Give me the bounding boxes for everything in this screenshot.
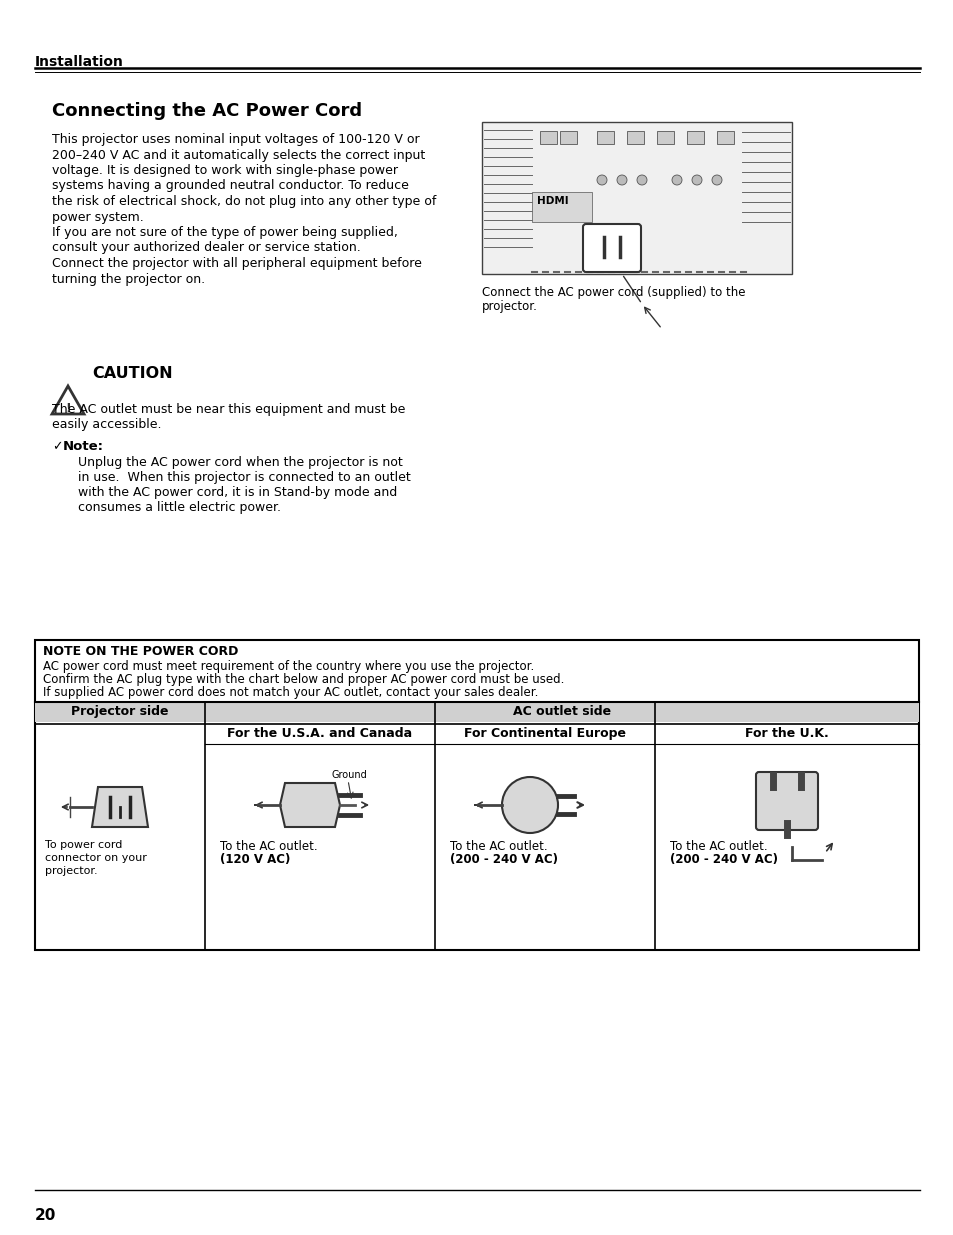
Bar	[717, 131, 733, 144]
Text: consult your authorized dealer or service station.: consult your authorized dealer or servic…	[52, 242, 360, 254]
Text: Ground: Ground	[332, 769, 367, 781]
Text: To the AC outlet.: To the AC outlet.	[669, 840, 767, 853]
Text: To power cord: To power cord	[45, 840, 122, 850]
Text: HDMI: HDMI	[537, 196, 568, 206]
Text: in use.  When this projector is connected to an outlet: in use. When this projector is connected…	[78, 471, 411, 484]
Text: (200 - 240 V AC): (200 - 240 V AC)	[450, 853, 558, 866]
Bar	[532, 191, 592, 222]
Text: AC power cord must meet requirement of the country where you use the projector.: AC power cord must meet requirement of t…	[43, 659, 534, 673]
Text: If you are not sure of the type of power being supplied,: If you are not sure of the type of power…	[52, 226, 397, 240]
Text: Unplug the AC power cord when the projector is not: Unplug the AC power cord when the projec…	[78, 456, 402, 469]
Bar	[539, 131, 557, 144]
Text: For Continental Europe: For Continental Europe	[463, 727, 625, 740]
Text: Projector side: Projector side	[71, 705, 169, 718]
Text: systems having a grounded neutral conductor. To reduce: systems having a grounded neutral conduc…	[52, 179, 409, 193]
Text: projector.: projector.	[481, 300, 537, 312]
Text: Note:: Note:	[63, 440, 104, 453]
Circle shape	[637, 175, 646, 185]
Bar	[35, 701, 918, 722]
Bar	[35, 640, 918, 950]
Text: the risk of electrical shock, do not plug into any other type of: the risk of electrical shock, do not plu…	[52, 195, 436, 207]
Polygon shape	[91, 787, 148, 827]
Text: (120 V AC): (120 V AC)	[220, 853, 290, 866]
Text: consumes a little electric power.: consumes a little electric power.	[78, 501, 281, 514]
Circle shape	[597, 175, 606, 185]
Bar	[597, 131, 614, 144]
Text: connector on your: connector on your	[45, 853, 147, 863]
Text: power system.: power system.	[52, 210, 144, 224]
Bar	[626, 131, 643, 144]
Polygon shape	[280, 783, 339, 827]
Text: To the AC outlet.: To the AC outlet.	[450, 840, 547, 853]
Text: voltage. It is designed to work with single-phase power: voltage. It is designed to work with sin…	[52, 164, 397, 177]
Text: 200–240 V AC and it automatically selects the correct input: 200–240 V AC and it automatically select…	[52, 148, 425, 162]
Circle shape	[501, 777, 558, 832]
Text: Connect the AC power cord (supplied) to the: Connect the AC power cord (supplied) to …	[481, 287, 744, 299]
Circle shape	[691, 175, 701, 185]
Text: The AC outlet must be near this equipment and must be: The AC outlet must be near this equipmen…	[52, 403, 405, 416]
Bar	[559, 131, 577, 144]
Text: Confirm the AC plug type with the chart below and proper AC power cord must be u: Confirm the AC plug type with the chart …	[43, 673, 564, 685]
Text: NOTE ON THE POWER CORD: NOTE ON THE POWER CORD	[43, 645, 238, 658]
Bar	[657, 131, 673, 144]
Text: Installation: Installation	[35, 56, 124, 69]
Text: (200 - 240 V AC): (200 - 240 V AC)	[669, 853, 778, 866]
Text: CAUTION: CAUTION	[91, 366, 172, 382]
Text: Connecting the AC Power Cord: Connecting the AC Power Cord	[52, 103, 362, 120]
Bar	[481, 122, 791, 274]
Text: For the U.S.A. and Canada: For the U.S.A. and Canada	[227, 727, 412, 740]
Text: turning the projector on.: turning the projector on.	[52, 273, 205, 285]
Circle shape	[671, 175, 681, 185]
Text: To the AC outlet.: To the AC outlet.	[220, 840, 317, 853]
Text: For the U.K.: For the U.K.	[744, 727, 828, 740]
FancyBboxPatch shape	[755, 772, 817, 830]
Text: AC outlet side: AC outlet side	[513, 705, 611, 718]
Circle shape	[711, 175, 721, 185]
Circle shape	[617, 175, 626, 185]
Text: 20: 20	[35, 1208, 56, 1223]
Bar	[686, 131, 703, 144]
Text: ✓: ✓	[52, 440, 63, 453]
Text: easily accessible.: easily accessible.	[52, 417, 161, 431]
Text: with the AC power cord, it is in Stand-by mode and: with the AC power cord, it is in Stand-b…	[78, 487, 396, 499]
Text: projector.: projector.	[45, 866, 97, 876]
Text: If supplied AC power cord does not match your AC outlet, contact your sales deal: If supplied AC power cord does not match…	[43, 685, 537, 699]
Text: Connect the projector with all peripheral equipment before: Connect the projector with all periphera…	[52, 257, 421, 270]
FancyBboxPatch shape	[582, 224, 640, 272]
Polygon shape	[52, 387, 84, 414]
Text: This projector uses nominal input voltages of 100-120 V or: This projector uses nominal input voltag…	[52, 133, 419, 146]
Text: !: !	[65, 401, 71, 415]
